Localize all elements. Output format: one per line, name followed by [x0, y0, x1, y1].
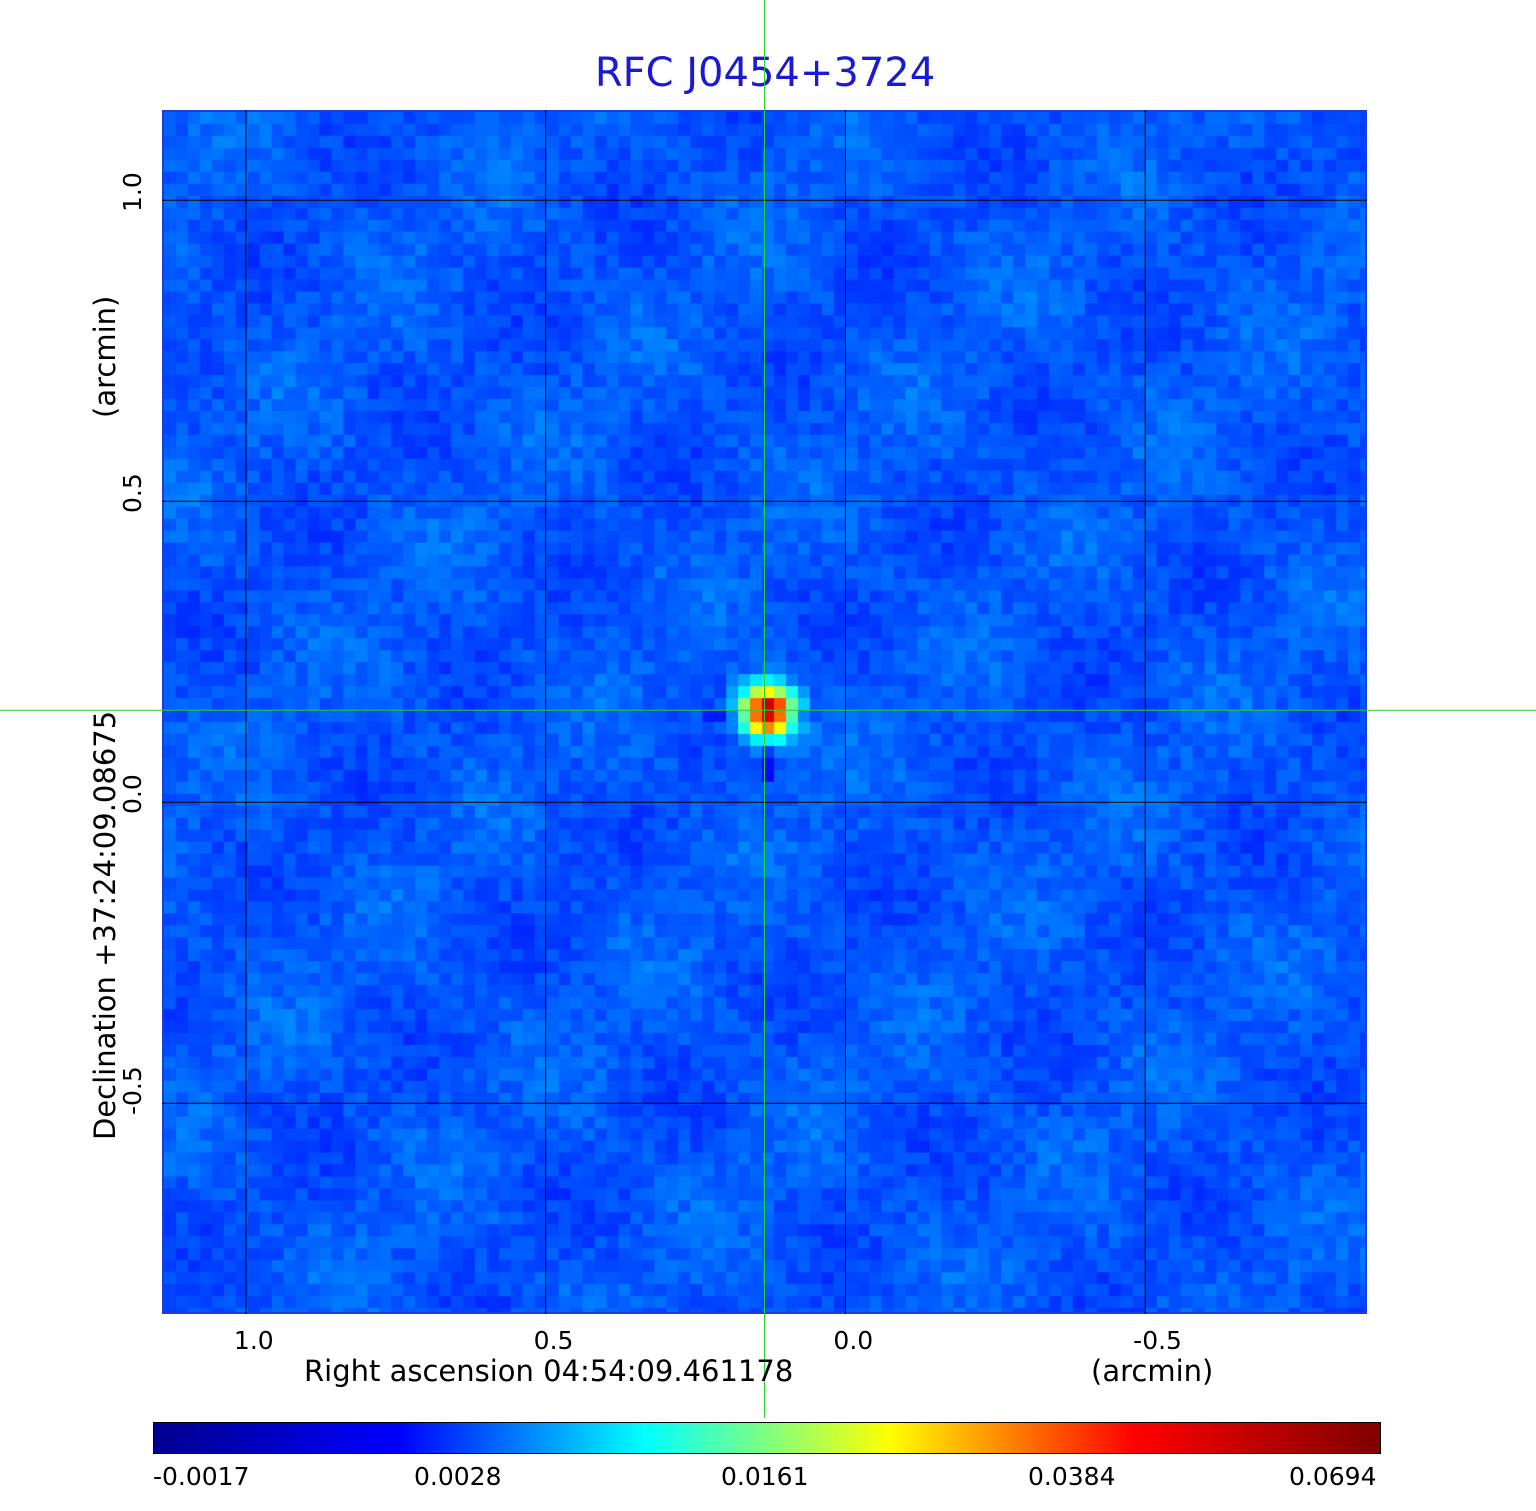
y-tick-label: 0.0 — [118, 774, 147, 815]
x-axis-unit: (arcmin) — [1091, 1354, 1214, 1388]
x-axis-label: Right ascension 04:54:09.461178 — [304, 1354, 794, 1388]
colorbar-tick-label: -0.0017 — [153, 1462, 250, 1491]
y-tick-label: -0.5 — [118, 1066, 147, 1116]
colorbar-tick-label: 0.0028 — [414, 1462, 502, 1491]
x-tick-label: 0.0 — [833, 1326, 874, 1355]
colorbar-tick-label: 0.0694 — [1289, 1462, 1377, 1491]
crosshair — [0, 0, 1536, 1418]
colorbar-tick-label: 0.0384 — [1028, 1462, 1116, 1491]
colorbar-tick-label: 0.0161 — [721, 1462, 809, 1491]
colorbar — [153, 1422, 1381, 1454]
x-tick-label: -0.5 — [1133, 1326, 1182, 1355]
x-tick-label: 1.0 — [233, 1326, 274, 1355]
y-axis-label: Declination +37:24:09.08675 — [88, 710, 122, 1140]
y-axis-unit: (arcmin) — [88, 295, 122, 418]
y-tick-label: 1.0 — [118, 172, 147, 213]
x-tick-label: 0.5 — [533, 1326, 574, 1355]
y-tick-label: 0.5 — [118, 473, 147, 514]
